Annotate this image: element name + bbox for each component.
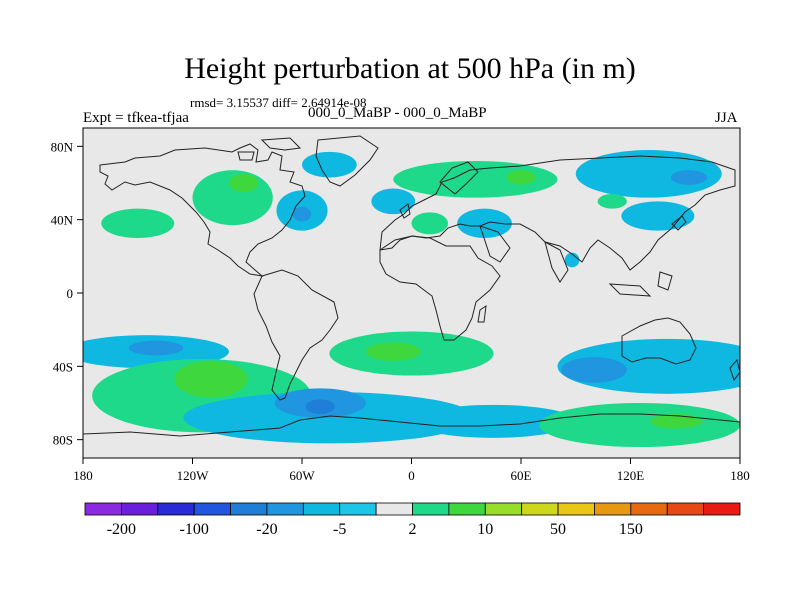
colorbar-label: -20 [256,521,277,538]
experiment-label: Expt = tfkea-tfjaa [83,110,189,126]
anomaly-region-1 [229,173,259,193]
colorbar-box [557,502,595,516]
anomaly-region-2 [101,208,175,238]
y-axis: 80N 40N 0 40S 80S [51,139,83,448]
colorbar-box [193,502,231,516]
colorbar-label: 50 [550,521,566,538]
colorbar-box [157,502,195,516]
anomaly-region-28 [539,403,740,447]
x-tick-label: 120E [617,468,645,483]
colorbar: -200 -100 -20 -5 2 10 50 150 [84,502,741,538]
x-tick-label: 180 [730,468,750,483]
colorbar-box [703,502,741,516]
anomaly-region-25 [411,404,576,438]
x-axis: 180 120W 60W 0 60E 120E 180 [73,458,750,483]
y-tick-label: 40N [51,213,74,228]
coastlines [83,135,740,437]
period-label: 000_0_MaBP - 000_0_MaBP [308,105,487,121]
anomaly-region-10 [457,208,512,238]
anomaly-region-17 [128,340,184,356]
anomaly-region-6 [371,188,416,215]
anomaly-region-7 [393,161,558,198]
anomaly-region-12 [670,170,708,185]
y-tick-label: 80S [53,433,73,448]
anomaly-region-11 [575,150,722,198]
anomaly-region-9 [411,212,448,235]
stats-line: rmsd= 3.15537 diff= 2.64914e-08 [190,95,367,110]
colorbar-box [266,502,304,516]
anomaly-region-15 [564,252,580,268]
anomaly-region-22 [183,392,476,444]
y-tick-label: 0 [67,286,74,301]
y-tick-label: 80N [51,139,74,154]
anomaly-region-27 [561,357,627,383]
colorbar-box [84,502,122,516]
anomaly-region-19 [174,360,248,398]
x-tick-label: 180 [73,468,93,483]
x-tick-label: 0 [408,468,415,483]
anomaly-region-24 [305,399,335,414]
anomaly-region-8 [506,170,536,185]
colorbar-label: 150 [619,521,643,538]
colorbar-label: 2 [409,521,417,538]
anomaly-region-13 [597,194,627,209]
anomaly-region-14 [621,201,695,231]
season-label: JJA [715,110,738,126]
colorbar-box [375,502,413,516]
colorbar-box [120,502,159,516]
x-tick-label: 60W [289,468,315,483]
anomaly-region-5 [302,151,357,178]
anomaly-region-29 [650,414,702,429]
colorbar-box [230,502,268,516]
colorbar-label: -200 [107,521,136,538]
colorbar-box [302,502,341,516]
colorbar-box [594,502,632,516]
colorbar-label: 10 [477,521,493,538]
y-tick-label: 40S [53,359,73,374]
anomaly-region-21 [365,342,421,361]
x-tick-label: 120W [177,468,210,483]
colorbar-label: -100 [180,521,209,538]
colorbar-box [412,502,450,516]
x-tick-label: 60E [511,468,532,483]
colorbar-box [484,502,523,516]
colorbar-label: -5 [333,521,346,538]
colorbar-box [630,502,668,516]
colorbar-box [666,502,705,516]
colorbar-box [339,502,377,516]
anomaly-contours [83,150,740,447]
colorbar-box [521,502,559,516]
anomaly-region-4 [292,206,312,222]
colorbar-box [448,502,486,516]
chart-title: Height perturbation at 500 hPa (in m) [184,52,636,85]
